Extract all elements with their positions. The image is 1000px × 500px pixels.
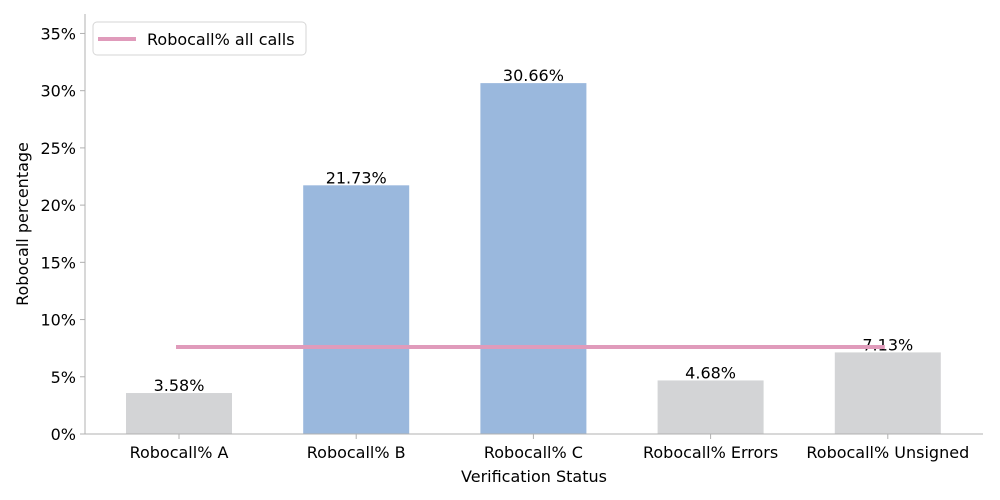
x-tick-label: Robocall% Errors bbox=[643, 443, 778, 462]
y-tick-label: 15% bbox=[40, 253, 76, 272]
y-tick-label: 30% bbox=[40, 82, 76, 101]
y-tick-label: 10% bbox=[40, 311, 76, 330]
x-tick-label: Robocall% B bbox=[307, 443, 406, 462]
bar bbox=[126, 393, 232, 434]
y-tick-label: 5% bbox=[51, 368, 76, 387]
bar bbox=[834, 352, 941, 434]
bar-value-label: 21.73% bbox=[326, 168, 387, 187]
y-axis-title: Robocall percentage bbox=[13, 142, 32, 306]
bar-value-label: 3.58% bbox=[154, 376, 205, 395]
x-tick-label: Robocall% Unsigned bbox=[806, 443, 969, 462]
bar-value-label: 30.66% bbox=[503, 66, 564, 85]
bar bbox=[657, 380, 764, 434]
bar-value-label: 4.68% bbox=[685, 363, 736, 382]
legend-box bbox=[92, 21, 307, 56]
bars bbox=[126, 83, 941, 434]
x-axis-ticks: Robocall% A Robocall% B Robocall% C Robocal… bbox=[130, 434, 969, 462]
y-tick-label: 35% bbox=[40, 24, 76, 43]
y-axis-ticks: 0% 5% 10% 15% 20% 25% 30% 35% bbox=[40, 24, 85, 444]
bar bbox=[480, 83, 587, 434]
legend: Robocall% all calls bbox=[92, 21, 307, 56]
x-tick-label: Robocall% C bbox=[484, 443, 583, 462]
legend-label: Robocall% all calls bbox=[147, 30, 295, 49]
y-tick-label: 0% bbox=[51, 425, 76, 444]
bar-value-label: 7.13% bbox=[862, 335, 913, 354]
bar bbox=[303, 185, 410, 434]
y-tick-label: 20% bbox=[40, 196, 76, 215]
bar-value-labels: 3.58% 21.73% 30.66% 4.68% 7.13% bbox=[154, 66, 914, 395]
y-tick-label: 25% bbox=[40, 139, 76, 158]
x-tick-label: Robocall% A bbox=[130, 443, 229, 462]
x-axis-title: Verification Status bbox=[461, 467, 607, 486]
